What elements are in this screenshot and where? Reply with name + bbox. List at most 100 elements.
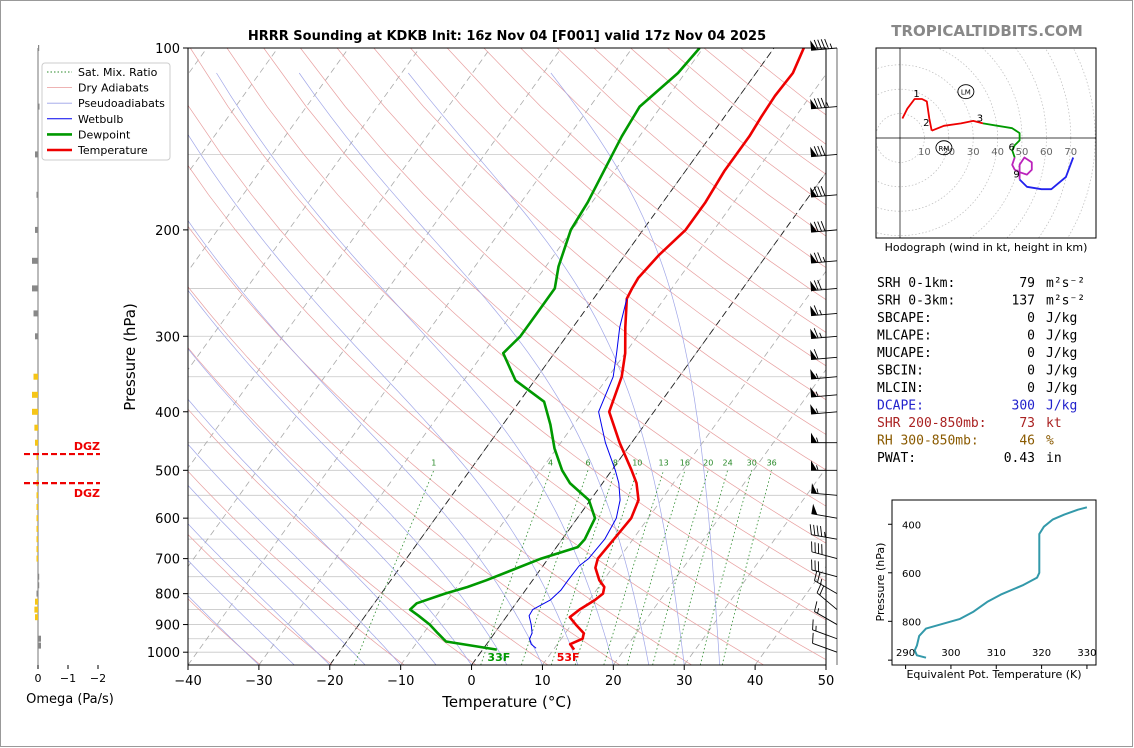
index-label: MLCIN: bbox=[877, 381, 924, 396]
omega-axis-label: Omega (Pa/s) bbox=[26, 692, 114, 707]
isotherm-line bbox=[826, 48, 1134, 665]
omega-bar bbox=[37, 515, 39, 521]
storm-motion-label: LM bbox=[961, 89, 971, 97]
dry-adiabat bbox=[154, 48, 836, 665]
index-unit: m²s⁻² bbox=[1046, 276, 1085, 291]
index-label: MLCAPE: bbox=[877, 329, 932, 344]
theta-e-border bbox=[892, 500, 1096, 665]
wind-barb bbox=[810, 524, 837, 539]
index-label: SHR 200-850mb: bbox=[877, 416, 987, 431]
mixing-ratio-line bbox=[627, 470, 685, 665]
hodograph-ring-label: 40 bbox=[991, 147, 1004, 158]
legend-label: Wetbulb bbox=[78, 113, 123, 126]
index-value: 0 bbox=[1027, 311, 1035, 326]
index-value: 46 bbox=[1019, 434, 1035, 449]
index-value: 300 bbox=[1012, 399, 1035, 414]
hodograph-height-label: 2 bbox=[923, 118, 929, 129]
wind-barb bbox=[811, 483, 837, 495]
hodograph-ring-label: 30 bbox=[967, 147, 980, 158]
index-label: RH 300-850mb: bbox=[877, 434, 979, 449]
dry-adiabat bbox=[484, 48, 1134, 665]
theta-e-line bbox=[915, 507, 1087, 657]
y-tick-label: 100 bbox=[155, 42, 180, 57]
dry-adiabat bbox=[117, 48, 764, 665]
index-value: 0 bbox=[1027, 346, 1035, 361]
wind-barbs bbox=[810, 39, 837, 665]
index-label: SBCIN: bbox=[877, 364, 924, 379]
hodograph-ring-label: 10 bbox=[918, 147, 931, 158]
index-value: 0.43 bbox=[1004, 451, 1035, 466]
dry-adiabat bbox=[300, 48, 1123, 665]
index-label: PWAT: bbox=[877, 451, 916, 466]
omega-bar bbox=[37, 591, 39, 597]
x-tick-label: −30 bbox=[245, 674, 272, 689]
y-tick-label: 300 bbox=[155, 330, 180, 345]
omega-bar bbox=[32, 285, 38, 291]
x-tick-label: −20 bbox=[316, 674, 343, 689]
wind-barb bbox=[813, 633, 837, 652]
x-axis-label: Temperature (°C) bbox=[441, 693, 571, 711]
index-value: 137 bbox=[1012, 294, 1035, 309]
wind-barb bbox=[810, 328, 837, 338]
index-value: 79 bbox=[1019, 276, 1035, 291]
omega-bar bbox=[35, 333, 38, 339]
pseudoadiabat bbox=[551, 73, 720, 665]
highlight-isotherm bbox=[472, 48, 916, 665]
omega-bar bbox=[37, 536, 39, 542]
wind-barb bbox=[810, 146, 837, 157]
wind-barb bbox=[810, 39, 837, 50]
omega-bar bbox=[38, 643, 41, 649]
y-tick-label: 600 bbox=[155, 512, 180, 527]
index-unit: J/kg bbox=[1046, 399, 1077, 414]
hodograph-border bbox=[876, 48, 1096, 238]
sounding-indices: SRH 0-1km: 79 m²s⁻²SRH 0-3km: 137 m²s⁻²SBCAP… bbox=[877, 276, 1085, 466]
omega-bar bbox=[38, 574, 39, 580]
dry-adiabat bbox=[411, 48, 1134, 665]
omega-bar bbox=[35, 227, 38, 233]
pseudoadiabat bbox=[0, 154, 401, 665]
theta-e-x-tick-label: 320 bbox=[1032, 648, 1051, 659]
x-tick-label: 40 bbox=[747, 674, 764, 689]
hodograph-ring-label: 50 bbox=[1016, 147, 1029, 158]
theta-e-x-label: Equivalent Pot. Temperature (K) bbox=[906, 668, 1081, 681]
omega-bar bbox=[37, 556, 39, 562]
pseudoadiabat bbox=[19, 136, 436, 665]
index-unit: kt bbox=[1046, 416, 1062, 431]
wind-barb bbox=[817, 583, 837, 609]
chart-title: HRRR Sounding at KDKB Init: 16z Nov 04 [… bbox=[248, 29, 766, 44]
index-unit: in bbox=[1046, 451, 1062, 466]
wind-barb bbox=[810, 98, 837, 109]
wind-barb bbox=[810, 221, 837, 232]
mixing-ratio-label: 13 bbox=[659, 458, 669, 467]
mixing-ratio-label: 10 bbox=[632, 458, 642, 467]
omega-tick-label: 0 bbox=[35, 672, 42, 685]
dry-adiabat bbox=[337, 48, 1134, 665]
dry-adiabat bbox=[227, 48, 979, 665]
hodograph-ring-label: 70 bbox=[1064, 147, 1077, 158]
hodograph-ring-label: 60 bbox=[1040, 147, 1053, 158]
hodograph-title: Hodograph (wind in kt, height in km) bbox=[885, 241, 1088, 254]
index-unit: J/kg bbox=[1046, 364, 1077, 379]
isotherm-line bbox=[401, 48, 845, 665]
mixing-ratio-label: 36 bbox=[767, 458, 777, 467]
index-label: SBCAPE: bbox=[877, 311, 932, 326]
storm-motion-label: RM bbox=[938, 145, 949, 153]
x-tick-label: 30 bbox=[676, 674, 693, 689]
wind-barb bbox=[810, 186, 837, 197]
omega-bar bbox=[37, 504, 39, 510]
omega-bar bbox=[37, 192, 39, 198]
y-tick-label: 700 bbox=[155, 553, 180, 568]
omega-bar bbox=[35, 440, 38, 446]
omega-bar bbox=[37, 492, 39, 498]
x-tick-label: 50 bbox=[818, 674, 835, 689]
y-tick-label: 200 bbox=[155, 224, 180, 239]
x-tick-label: 0 bbox=[467, 674, 475, 689]
series-temperature-line bbox=[570, 48, 804, 650]
wind-barb bbox=[812, 541, 837, 558]
theta-e-y-tick-label: 600 bbox=[902, 569, 921, 580]
wind-barb bbox=[811, 433, 837, 443]
hodograph-height-label: 9 bbox=[1013, 169, 1019, 180]
index-unit: % bbox=[1046, 434, 1054, 449]
y-tick-label: 500 bbox=[155, 464, 180, 479]
wind-barb bbox=[810, 280, 837, 291]
